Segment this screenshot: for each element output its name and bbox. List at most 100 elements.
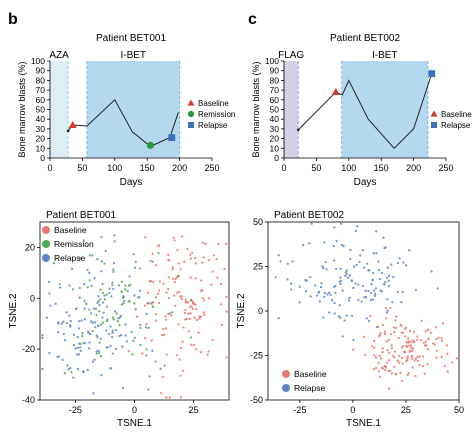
scatter-point <box>145 354 148 357</box>
scatter-point <box>56 355 59 359</box>
scatter-point <box>386 298 389 301</box>
scatter-point <box>132 253 135 256</box>
x-tick-label: 0 <box>132 405 137 415</box>
scatter-point <box>309 275 312 279</box>
scatter-point <box>401 362 404 365</box>
scatter-point <box>57 330 60 334</box>
scatter-point <box>414 288 417 291</box>
scatter-point <box>373 294 377 298</box>
scatter-point <box>151 252 154 255</box>
scatter-point <box>116 320 120 323</box>
legend-marker-baseline <box>430 110 438 117</box>
scatter-point <box>192 343 196 347</box>
scatter-point <box>225 242 228 245</box>
scatter-point <box>410 355 413 358</box>
scatter-point <box>78 286 81 290</box>
scatter-point <box>325 268 328 271</box>
scatter-point <box>111 329 114 332</box>
scatter-point <box>104 249 107 252</box>
scatter-point <box>184 308 187 312</box>
scatter-point <box>175 354 179 357</box>
scatter-point <box>382 283 386 286</box>
scatter-point <box>385 311 389 314</box>
legend-label: Baseline <box>294 369 327 379</box>
panel-b-letter: b <box>8 11 18 28</box>
scatter-point <box>67 368 70 371</box>
y-tick-label: 30 <box>36 124 46 134</box>
scatter-point <box>76 335 79 339</box>
scatter-point <box>405 341 408 344</box>
scatter-point <box>93 358 96 361</box>
scatter-point <box>190 343 193 346</box>
scatter-point <box>216 276 219 279</box>
scatter-point <box>113 234 116 237</box>
scatter-point <box>407 372 410 375</box>
scatter-point <box>375 325 379 329</box>
scatter-point <box>78 296 81 299</box>
scatter-point <box>369 314 372 317</box>
scatter-point <box>63 339 67 342</box>
scatter-point <box>212 254 216 257</box>
scatter-point <box>59 286 62 289</box>
scatter-point <box>167 312 170 316</box>
scatter-point <box>137 296 140 299</box>
scatter-point <box>92 307 95 310</box>
scatter-point <box>443 365 447 368</box>
scatter-point <box>138 267 142 270</box>
scatter-point <box>377 361 380 364</box>
scatter-point <box>200 261 204 264</box>
scatter-point <box>179 295 182 298</box>
scatter-point <box>402 344 405 348</box>
y-tick-label: -25 <box>250 351 263 361</box>
scatter-point <box>93 321 97 324</box>
scatter-point <box>129 283 132 286</box>
scatter-point <box>139 323 142 326</box>
scatter-point <box>92 392 95 395</box>
scatter-point <box>319 285 323 289</box>
scatter-point <box>105 305 108 308</box>
scatter-point <box>385 317 388 320</box>
scatter-point <box>96 257 99 261</box>
scatter-point <box>144 236 147 239</box>
scatter-point <box>105 293 108 296</box>
scatter-point <box>105 320 109 323</box>
x-axis-label: Days <box>354 177 377 188</box>
scatter-point <box>410 346 413 349</box>
scatter-point <box>108 287 111 290</box>
scatter-point <box>202 299 205 302</box>
scatter-point <box>341 335 344 338</box>
scatter-point <box>200 315 203 319</box>
x-tick-label: 0 <box>350 405 355 415</box>
scatter-point <box>440 337 443 340</box>
scatter-point <box>387 284 391 288</box>
scatter-point <box>41 336 44 340</box>
scatter-point <box>403 327 407 330</box>
treatment-label: FLAG <box>278 50 304 61</box>
scatter-point <box>341 289 344 292</box>
y-axis-label: Bone marrow blasts (%) <box>251 61 261 157</box>
scatter-point <box>380 366 384 370</box>
scatter-point <box>217 242 220 246</box>
scatter-point <box>76 367 80 371</box>
scatter-point <box>412 347 415 351</box>
scatter-point <box>78 319 81 323</box>
scatter-point <box>386 349 389 352</box>
scatter-point <box>93 277 96 280</box>
scatter-point <box>189 298 193 302</box>
scatter-point <box>352 348 355 351</box>
legend-label: Baseline <box>54 225 87 235</box>
scatter-point <box>172 294 176 297</box>
scatter-point <box>103 294 106 297</box>
scatter-point <box>190 305 193 308</box>
treatment-band <box>284 61 299 158</box>
scatter-point <box>128 300 131 303</box>
scatter-point <box>179 268 182 271</box>
scatter-point <box>416 355 419 358</box>
scatter-point <box>380 271 384 275</box>
scatter-point <box>159 391 163 395</box>
scatter-point <box>72 376 75 379</box>
scatter-point <box>345 314 348 317</box>
scatter-point <box>111 281 114 284</box>
scatter-point <box>95 334 98 337</box>
